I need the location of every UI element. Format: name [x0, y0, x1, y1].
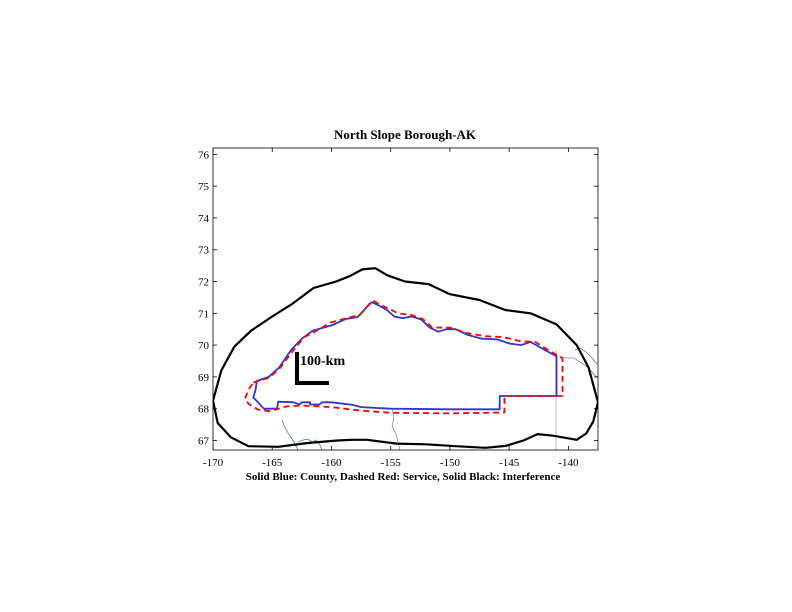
x-tick-label: -170 [203, 457, 224, 469]
y-tick-label: 73 [198, 245, 210, 257]
map-title: North Slope Borough-AK [334, 127, 477, 142]
coastline [558, 355, 598, 379]
map-caption: Solid Blue: County, Dashed Red: Service,… [246, 471, 561, 483]
x-tick-label: -155 [381, 457, 402, 469]
boundary-service [244, 300, 564, 415]
axis-ticks: -170 -165 -160 -155 -150 -145 -140 67 68 69 70 71 72… [198, 148, 598, 469]
x-tick-label: -140 [558, 457, 579, 469]
x-tick-label: -165 [262, 457, 283, 469]
plot-frame [212, 147, 599, 451]
y-tick-label: 70 [198, 340, 210, 352]
y-tick-label: 72 [198, 277, 209, 289]
y-tick-label: 67 [198, 435, 210, 447]
x-tick-label: -145 [499, 457, 520, 469]
y-tick-label: 75 [198, 181, 210, 193]
x-tick-label: -160 [321, 457, 342, 469]
scale-bar-label: 100-km [300, 354, 345, 369]
y-tick-label: 69 [198, 372, 210, 384]
y-tick-label: 74 [198, 213, 210, 225]
y-tick-label: 68 [198, 404, 210, 416]
y-tick-label: 76 [198, 149, 210, 161]
map-features [213, 267, 598, 450]
boundary-interference [213, 267, 598, 449]
y-tick-label: 71 [198, 308, 209, 320]
x-tick-label: -150 [440, 457, 461, 469]
scale-bar: 100-km [295, 352, 345, 385]
